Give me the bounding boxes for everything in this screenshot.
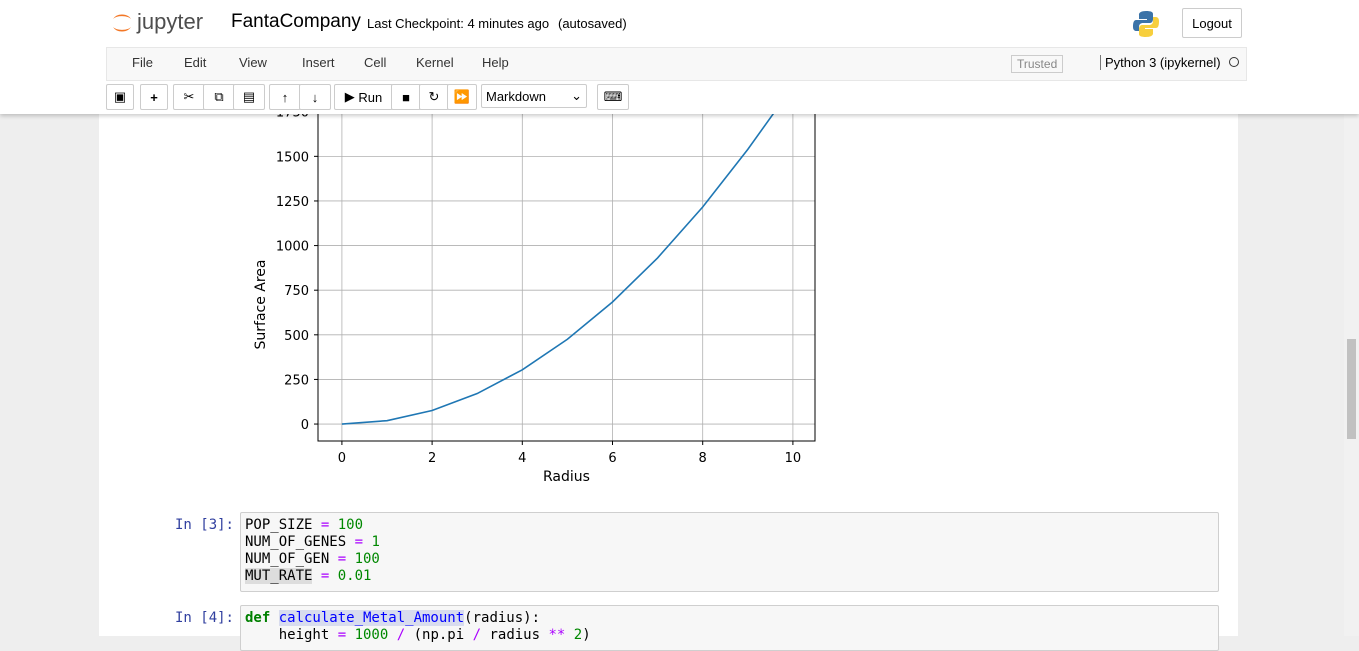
code-token: / — [396, 627, 414, 643]
code-token: calculate_Metal_Amount — [278, 610, 465, 626]
x-tick-label: 0 — [338, 451, 346, 466]
menu-item[interactable]: Kernel — [416, 55, 454, 70]
code-token: = — [337, 551, 355, 567]
notebook-name[interactable]: FantaCompany — [231, 11, 361, 32]
x-tick-label: 6 — [608, 451, 616, 466]
down-button[interactable]: ↓ — [299, 84, 331, 110]
code-token: = — [337, 627, 355, 643]
code-token: (radius): — [464, 610, 541, 626]
y-axis-label: Surface Area — [253, 259, 269, 349]
add-button[interactable]: + — [140, 84, 168, 110]
code-token: 0.01 — [337, 568, 372, 584]
code-line: POP_SIZE = 100 — [245, 517, 1214, 534]
menu-item[interactable]: Help — [482, 55, 509, 70]
y-tick-label: 1000 — [276, 240, 309, 255]
checkpoint: Last Checkpoint: 4 minutes ago — [367, 16, 550, 31]
code-cell[interactable]: POP_SIZE = 100 NUM_OF_GENES = 1 NUM_OF_GEN… — [240, 512, 1219, 592]
kernel-status — [1229, 57, 1239, 67]
prompt: In [4]: — [174, 610, 234, 626]
code-line: MUT_RATE = 0.01 — [245, 568, 1214, 585]
code-token: 100 — [337, 517, 364, 533]
scrollbar[interactable] — [1344, 114, 1359, 636]
up-button[interactable]: ↑ — [269, 84, 301, 110]
code-cell[interactable]: def calculate_Metal_Amount(radius): heig… — [240, 605, 1219, 651]
code-token: radius — [489, 627, 549, 643]
logout-label: Logout — [1192, 15, 1232, 31]
python-logo — [1133, 11, 1159, 37]
y-tick-label: 1250 — [276, 195, 309, 210]
x-tick-label: 2 — [428, 451, 436, 466]
plot: 024681002505007501000125015001750RadiusS… — [253, 67, 816, 485]
code-token: (np.pi — [413, 627, 473, 643]
menu-bar: File Edit View Insert Cell Kernel Help Trusted… — [106, 47, 1247, 81]
cell-type: Markdown — [486, 88, 546, 104]
x-tick-label: 10 — [785, 451, 802, 466]
keyboard-button[interactable]: ⌨ — [597, 84, 629, 110]
x-axis-label: Radius — [543, 469, 590, 485]
menu-item[interactable]: View — [239, 55, 267, 70]
code-token: = — [354, 534, 372, 550]
code-token: NUM_OF_GEN — [245, 551, 338, 567]
code-token: MUT_RATE — [245, 568, 313, 584]
code-line: NUM_OF_GENES = 1 — [245, 534, 1214, 551]
code: def calculate_Metal_Amount(radius): heig… — [241, 606, 1218, 648]
menu-item[interactable]: Cell — [364, 55, 387, 70]
code-token: 1 — [371, 534, 380, 550]
run-label: Run — [358, 89, 383, 105]
run-button[interactable]: ▶ Run — [334, 84, 393, 110]
menu-item[interactable]: Insert — [302, 55, 335, 70]
autosave: (autosaved) — [558, 16, 627, 31]
trusted[interactable]: Trusted — [1011, 55, 1064, 73]
y-tick-label: 500 — [284, 329, 309, 344]
prompt: In [3]: — [174, 517, 234, 533]
stop-button[interactable]: ■ — [391, 84, 421, 110]
logo-text: jupyter — [137, 9, 204, 34]
header: jupyter FantaCompany Last Checkpoint: 4 … — [0, 0, 1359, 114]
code-token: = — [320, 568, 338, 584]
code-line: NUM_OF_GEN = 100 — [245, 551, 1214, 568]
code-line: def calculate_Metal_Amount(radius): — [245, 610, 1214, 627]
x-tick-label: 8 — [699, 451, 707, 466]
restart-button[interactable]: ↻ — [419, 84, 449, 110]
save-button[interactable]: ▣ — [106, 84, 134, 110]
kernel-name: Python 3 (ipykernel) — [1100, 55, 1221, 70]
y-tick-label: 1500 — [276, 150, 309, 165]
y-tick-label: 0 — [301, 418, 309, 433]
menu-item[interactable]: File — [132, 55, 153, 70]
code-token: height — [245, 627, 338, 643]
code: POP_SIZE = 100 NUM_OF_GENES = 1 NUM_OF_GEN… — [241, 513, 1218, 589]
code-token: / — [472, 627, 490, 643]
logout-button[interactable]: Logout — [1182, 8, 1242, 38]
code-token: ** — [548, 627, 574, 643]
paste-button[interactable]: ▤ — [233, 84, 265, 110]
code-token — [312, 568, 320, 584]
code-token: ) — [582, 627, 591, 643]
cell-type-select[interactable]: Markdown ⌄ — [481, 84, 587, 108]
code-token: = — [320, 517, 338, 533]
y-tick-label: 750 — [284, 284, 309, 299]
run-all-button[interactable]: ⏩ — [447, 84, 477, 110]
logo-icon — [113, 14, 131, 32]
copy-button[interactable]: ⧉ — [203, 84, 235, 110]
x-tick-label: 4 — [518, 451, 526, 466]
code-token: 100 — [354, 551, 380, 567]
code-token: def — [245, 610, 279, 626]
axes-frame — [317, 67, 816, 442]
code-token: POP_SIZE — [245, 517, 321, 533]
code-token: NUM_OF_GENES — [245, 534, 355, 550]
y-tick-label: 250 — [284, 373, 309, 388]
code-token: 1000 — [354, 627, 397, 643]
code-token: 2 — [573, 627, 583, 643]
menu-item[interactable]: Edit — [184, 55, 207, 70]
cut-button[interactable]: ✂ — [173, 84, 205, 110]
line — [341, 111, 776, 425]
